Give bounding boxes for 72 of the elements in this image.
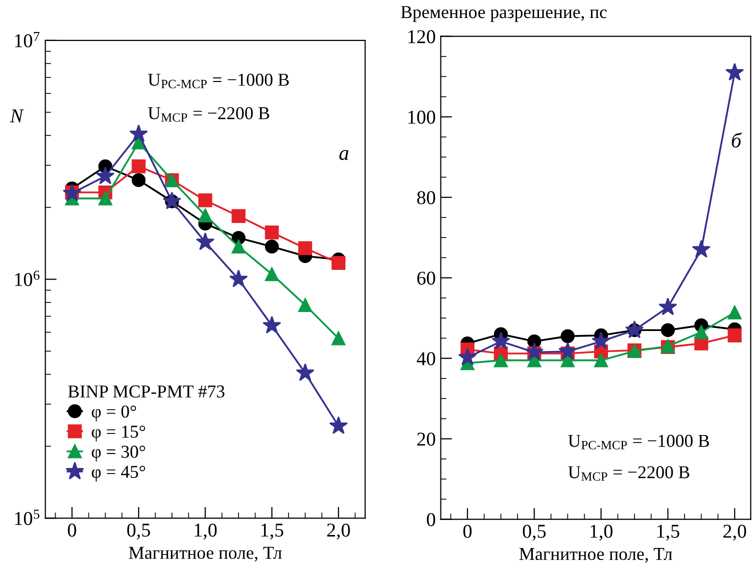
point (264, 240, 279, 254)
point (298, 298, 312, 312)
x-tick-label: 1,0 (194, 524, 217, 540)
point (98, 191, 112, 206)
annotation: U$_{MCP}$ = −2200 В (148, 107, 270, 122)
point (264, 267, 279, 282)
annotation: б (732, 132, 742, 148)
point (494, 353, 508, 368)
y-tick-label: 20 (417, 432, 436, 446)
point (725, 62, 744, 81)
point (660, 323, 675, 338)
legend-title: BINP MCP-PMT #73 (68, 385, 224, 398)
x-tick-label: 0 (463, 524, 472, 538)
point (132, 159, 146, 174)
annotation: U$_{PC-MCP}$ = −1000 В (568, 434, 709, 450)
y-tick-label: 10$^{5}$ (15, 510, 40, 526)
y-tick-label: 80 (417, 191, 436, 204)
point (558, 342, 577, 360)
annotation: U$_{MCP}$ = −2200 В (568, 466, 690, 481)
point (96, 166, 115, 184)
point (728, 328, 742, 342)
point (694, 325, 708, 340)
point (198, 193, 212, 208)
point (492, 332, 510, 350)
point (196, 232, 215, 250)
point (298, 241, 312, 256)
point (132, 173, 146, 188)
x-tick-label: 2,0 (723, 524, 746, 541)
x-tick-label: 1,0 (590, 524, 612, 541)
y-axis-title: Временное разрешение, пс (400, 6, 607, 22)
point (329, 416, 348, 434)
point (229, 270, 248, 288)
x-axis-title: Магнитное поле, Тл (128, 546, 282, 562)
legend-label: φ = 0° (92, 405, 136, 422)
legend-label: φ = 45° (92, 466, 146, 482)
point (592, 332, 610, 350)
point (262, 316, 282, 334)
y-tick-label: 60 (417, 272, 436, 285)
y-axis-title: N (10, 110, 24, 122)
y-tick-label: 10$^{7}$ (15, 32, 40, 48)
x-axis-title: Магнитное поле, Тл (519, 548, 672, 563)
x-tick-label: 0,5 (522, 524, 546, 541)
point (594, 353, 608, 368)
point (232, 209, 246, 223)
point (625, 320, 644, 338)
point (560, 329, 575, 344)
point (198, 208, 212, 222)
x-tick-label: 0,5 (127, 524, 150, 540)
point (232, 240, 246, 254)
y-tick-label: 120 (408, 30, 436, 44)
x-tick-label: 0 (68, 524, 76, 537)
annotation: а (339, 150, 348, 160)
x-tick-label: 1,5 (657, 524, 680, 541)
y-tick-label: 10$^{6}$ (15, 270, 40, 286)
point (296, 363, 314, 382)
annotation: U$_{PC-MCP}$ = −1000 В (148, 74, 289, 88)
point (129, 124, 148, 142)
point (692, 240, 711, 258)
y-tick-label: 100 (408, 110, 436, 124)
point (332, 331, 346, 346)
legend-label: φ = 15° (92, 426, 146, 442)
point (728, 305, 742, 320)
y-tick-label: 40 (416, 352, 436, 366)
legend-label: φ = 30° (92, 446, 146, 462)
x-tick-label: 2,0 (327, 524, 350, 540)
point (658, 297, 678, 316)
point (458, 348, 477, 366)
y-tick-label: 0 (426, 513, 436, 526)
point (332, 256, 346, 270)
point (264, 226, 279, 240)
x-tick-label: 1,5 (261, 524, 284, 540)
point (524, 342, 544, 360)
